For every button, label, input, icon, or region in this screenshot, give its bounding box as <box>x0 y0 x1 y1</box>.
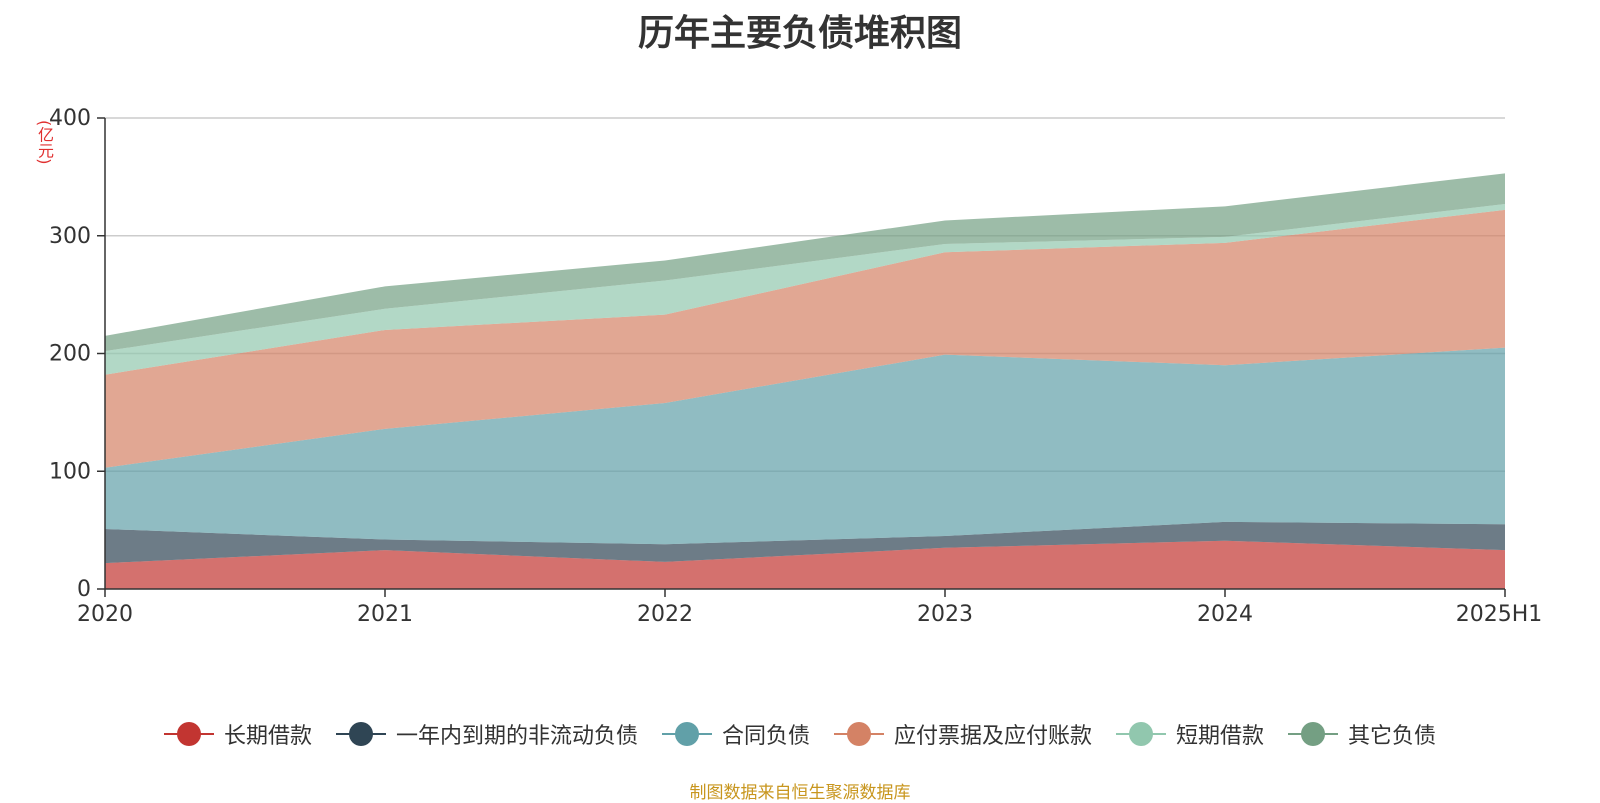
area-series-1 <box>105 521 1505 564</box>
y-tick-label-300: 300 <box>49 224 91 249</box>
legend-label: 合同负债 <box>721 724 810 749</box>
legend-item-2[interactable]: 合同负债 <box>661 718 810 750</box>
legend: 长期借款 一年内到期的非流动负债 合同负债 应付票据及应付账款 短期借款 其它负债 <box>0 718 1600 750</box>
legend-item-0[interactable]: 长期借款 <box>163 718 312 750</box>
legend-item-1[interactable]: 一年内到期的非流动负债 <box>335 718 638 750</box>
legend-item-5[interactable]: 其它负债 <box>1288 718 1436 750</box>
tick-labels: 0 100 200 300 400 2020 2021 2022 2023 2024 2025H1 <box>49 106 1542 627</box>
legend-item-4[interactable]: 短期借款 <box>1116 718 1264 750</box>
y-tick-label-400: 400 <box>49 106 91 131</box>
x-tick-label-2020: 2020 <box>77 602 133 627</box>
legend-item-3[interactable]: 应付票据及应付账款 <box>834 718 1092 750</box>
legend-marker-icon <box>661 721 712 747</box>
legend-label: 短期借款 <box>1176 724 1265 749</box>
source-note: 制图数据来自恒生聚源数据库 <box>689 783 911 803</box>
x-tick-label-2025H1: 2025H1 <box>1456 602 1543 627</box>
y-axis-unit-label: (亿元) <box>35 120 54 165</box>
legend-marker-icon <box>1116 721 1167 747</box>
area-series-3 <box>105 209 1505 468</box>
legend-marker-icon <box>163 721 214 747</box>
x-tick-label-2021: 2021 <box>357 602 413 627</box>
legend-marker-icon <box>335 721 386 747</box>
area-series-4 <box>105 203 1505 375</box>
axes <box>97 117 1506 597</box>
area-layer <box>105 173 1505 589</box>
area-series-0 <box>105 540 1505 589</box>
legend-marker-icon <box>834 721 884 747</box>
legend-label: 长期借款 <box>223 724 312 749</box>
legend-marker-icon <box>1288 721 1339 747</box>
legend-label: 其它负债 <box>1348 724 1437 749</box>
y-tick-label-200: 200 <box>49 342 91 367</box>
y-tick-label-0: 0 <box>77 577 91 602</box>
area-series-5 <box>105 173 1505 352</box>
y-tick-label-100: 100 <box>49 459 91 484</box>
legend-label: 一年内到期的非流动负债 <box>395 724 638 749</box>
x-tick-label-2024: 2024 <box>1197 602 1253 627</box>
chart-title: 历年主要负债堆积图 <box>637 13 962 54</box>
x-tick-label-2022: 2022 <box>637 602 693 627</box>
legend-label: 应付票据及应付账款 <box>894 724 1093 749</box>
area-series-2 <box>105 347 1505 545</box>
x-tick-label-2023: 2023 <box>917 602 973 627</box>
